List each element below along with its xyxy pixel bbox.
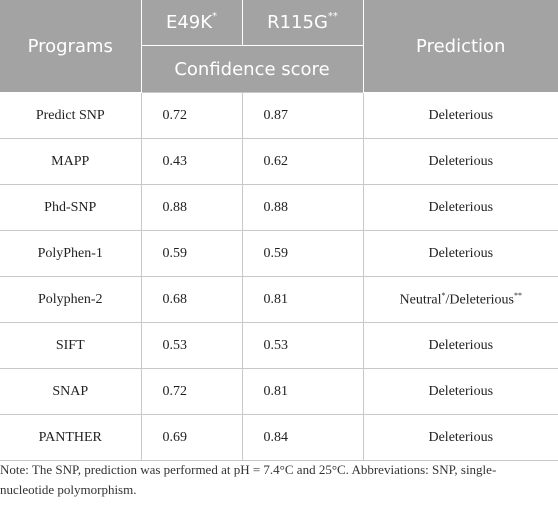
r115g-score-cell: 0.81: [241, 276, 364, 323]
table-row: PANTHER 0.69 0.84 Deleterious: [0, 414, 558, 461]
prediction-neutral: Neutral: [399, 292, 442, 308]
prediction-separator: /: [445, 292, 450, 308]
header-programs: Programs: [0, 0, 142, 93]
r115g-score-cell: 0.84: [241, 414, 364, 461]
table-row: SNAP 0.72 0.81 Deleterious: [0, 368, 558, 415]
e49k-score-cell: 0.72: [140, 368, 243, 415]
e49k-score-cell: 0.69: [140, 414, 243, 461]
header-e49k: E49K*: [141, 0, 243, 46]
header-r115g: R115G**: [242, 0, 364, 46]
table-row: Polyphen-2 0.68 0.81 Neutral*/Deleteriou…: [0, 276, 558, 323]
deleterious-footnote-mark: **: [513, 290, 522, 300]
prediction-cell: Deleterious: [362, 138, 558, 185]
table-row: MAPP 0.43 0.62 Deleterious: [0, 138, 558, 185]
e49k-score-cell: 0.88: [140, 184, 243, 231]
e49k-score-cell: 0.68: [140, 276, 243, 323]
e49k-footnote-mark: *: [212, 11, 218, 22]
e49k-score-cell: 0.72: [140, 92, 243, 139]
r115g-score-cell: 0.62: [241, 138, 364, 185]
r115g-score-cell: 0.88: [241, 184, 364, 231]
e49k-score-cell: 0.53: [140, 322, 243, 369]
header-prediction: Prediction: [363, 0, 558, 93]
prediction-cell: Deleterious: [362, 92, 558, 139]
table-footnote: Note: The SNP, prediction was performed …: [0, 462, 497, 497]
prediction-cell: Deleterious: [362, 184, 558, 231]
r115g-score-cell: 0.81: [241, 368, 364, 415]
r115g-footnote-mark: **: [327, 11, 338, 22]
program-cell: Polyphen-2: [0, 276, 142, 323]
program-cell: Predict SNP: [0, 92, 142, 139]
prediction-deleterious: Deleterious: [449, 292, 514, 308]
prediction-cell: Deleterious: [362, 322, 558, 369]
program-cell: PANTHER: [0, 414, 142, 461]
table-row: Phd-SNP 0.88 0.88 Deleterious: [0, 184, 558, 231]
prediction-cell: Neutral*/Deleterious**: [362, 276, 558, 323]
r115g-score-cell: 0.53: [241, 322, 364, 369]
program-cell: SIFT: [0, 322, 142, 369]
neutral-footnote-mark: *: [441, 290, 446, 300]
table-row: PolyPhen-1 0.59 0.59 Deleterious: [0, 230, 558, 277]
e49k-score-cell: 0.43: [140, 138, 243, 185]
program-cell: PolyPhen-1: [0, 230, 142, 277]
program-cell: MAPP: [0, 138, 142, 185]
program-cell: Phd-SNP: [0, 184, 142, 231]
table-row: Predict SNP 0.72 0.87 Deleterious: [0, 92, 558, 139]
table-row: SIFT 0.53 0.53 Deleterious: [0, 322, 558, 369]
e49k-score-cell: 0.59: [140, 230, 243, 277]
table-header: Programs E49K* R115G** Prediction Confid…: [0, 0, 558, 93]
r115g-score-cell: 0.59: [241, 230, 364, 277]
header-confidence-score: Confidence score: [141, 45, 364, 93]
prediction-cell: Deleterious: [362, 368, 558, 415]
prediction-cell: Deleterious: [362, 230, 558, 277]
results-table: Programs E49K* R115G** Prediction Confid…: [0, 0, 558, 461]
prediction-cell: Deleterious: [362, 414, 558, 461]
table-body: Predict SNP 0.72 0.87 Deleterious MAPP 0…: [0, 92, 558, 461]
r115g-score-cell: 0.87: [241, 92, 364, 139]
program-cell: SNAP: [0, 368, 142, 415]
